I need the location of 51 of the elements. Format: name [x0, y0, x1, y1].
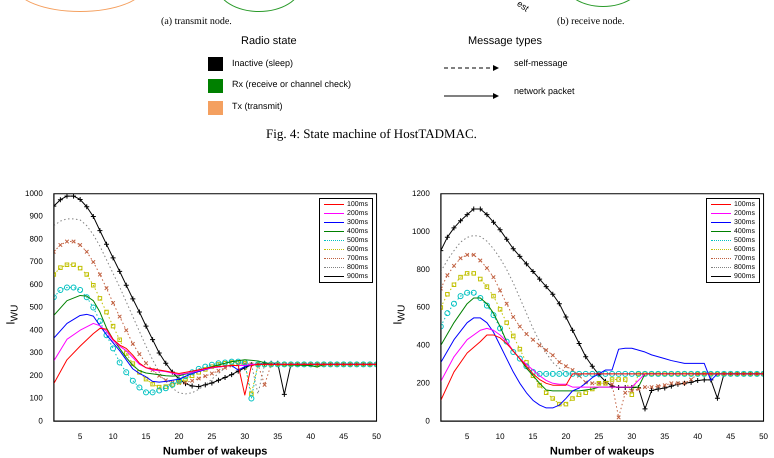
y-tick-label: 600: [29, 280, 44, 289]
x-axis-title: Number of wakeups: [550, 445, 654, 458]
x-tick-label: 25: [594, 432, 604, 442]
y-tick-label: 0: [425, 416, 430, 426]
x-tick-label: 35: [273, 432, 283, 442]
y-tick-label: 500: [29, 302, 44, 312]
x-tick-label: 40: [306, 432, 316, 442]
text: Message types: [468, 35, 542, 47]
text: Fig. 4: State machine of HostTADMAC.: [266, 126, 477, 142]
x-tick-label: 35: [660, 432, 670, 442]
y-tick-label: 400: [29, 325, 44, 334]
text: est: [515, 0, 531, 14]
y-tick-label: 800: [29, 234, 44, 244]
y-tick-label: 900: [29, 212, 44, 221]
y-tick-label: 1000: [25, 189, 44, 198]
y-tick-label: 800: [416, 264, 430, 274]
text: (a) transmit node.: [161, 16, 232, 27]
x-tick-label: 15: [528, 432, 538, 442]
text: Inactive (sleep): [232, 58, 294, 68]
x-tick-label: 40: [693, 432, 703, 442]
text: Tx (transmit): [232, 101, 282, 111]
y-tick-label: 200: [29, 370, 44, 380]
x-axis-title: Number of wakeups: [162, 445, 268, 458]
x-tick-label: 20: [174, 432, 184, 442]
y-tick-label: 1200: [412, 189, 430, 198]
x-tick-label: 45: [726, 432, 736, 442]
x-tick-label: 25: [207, 432, 217, 442]
text: Radio state: [241, 35, 297, 47]
x-tick-label: 50: [372, 432, 382, 442]
x-tick-label: 15: [142, 432, 152, 442]
x-tick-label: 5: [464, 432, 470, 442]
x-tick-label: 10: [496, 432, 506, 442]
x-tick-label: 30: [240, 432, 250, 442]
y-tick-label: 400: [416, 340, 430, 350]
x-tick-label: 50: [759, 432, 769, 442]
y-tick-label: 600: [416, 302, 430, 312]
x-tick-label: 10: [108, 432, 118, 442]
y-tick-label: 300: [29, 348, 44, 358]
text: (b) receive node.: [557, 16, 624, 27]
y-tick-label: 200: [416, 378, 430, 388]
x-tick-label: 45: [339, 432, 349, 442]
y-tick-label: 1000: [412, 226, 430, 236]
y-tick-label: 0: [38, 416, 44, 426]
x-tick-label: 30: [627, 432, 637, 442]
text: network packet: [514, 86, 575, 96]
x-tick-label: 5: [78, 432, 83, 442]
y-tick-label: 700: [29, 257, 44, 266]
text: self-message: [514, 58, 568, 68]
y-tick-label: 100: [29, 394, 44, 403]
text: Rx (receive or channel check): [232, 79, 352, 89]
x-tick-label: 20: [561, 432, 571, 442]
